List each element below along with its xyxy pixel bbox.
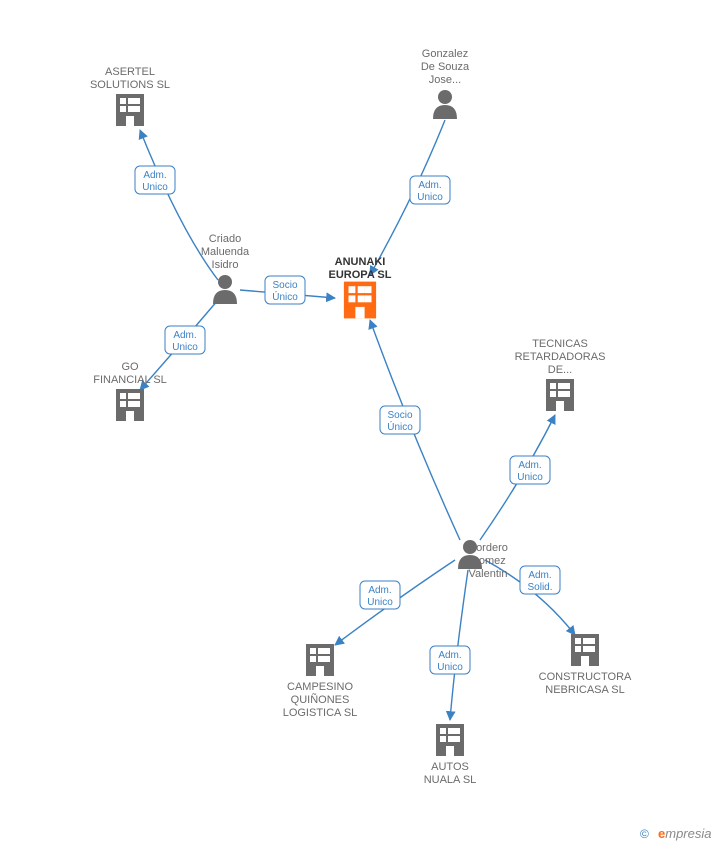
edge-label-text: Socio xyxy=(272,280,297,291)
edge-label: Adm.Unico xyxy=(510,456,550,484)
node-label: DE... xyxy=(548,364,572,376)
node-asertel[interactable]: ASERTELSOLUTIONS SL xyxy=(90,66,170,126)
node-label: Jose... xyxy=(429,74,461,86)
building-icon xyxy=(344,282,376,319)
node-label: RETARDADORAS xyxy=(515,351,606,363)
node-label: FINANCIAL SL xyxy=(93,374,167,386)
edge-label: Adm.Solid. xyxy=(520,566,560,594)
edge-label-text: Único xyxy=(387,420,413,433)
node-label: GO xyxy=(121,361,139,373)
node-label: Gonzalez xyxy=(422,48,468,60)
edge-label: Adm.Unico xyxy=(430,646,470,674)
node-gonzalez[interactable]: GonzalezDe SouzaJose... xyxy=(421,48,470,119)
edge-label-text: Adm. xyxy=(438,650,461,661)
node-label: EUROPA SL xyxy=(329,269,392,281)
edge-label-text: Adm. xyxy=(368,585,391,596)
brand-logo: empresia xyxy=(658,826,711,841)
node-label: QUIÑONES xyxy=(291,693,350,706)
node-autos[interactable]: AUTOSNUALA SL xyxy=(424,724,477,786)
node-label: SOLUTIONS SL xyxy=(90,79,170,91)
building-icon xyxy=(436,724,464,756)
node-label: Isidro xyxy=(212,259,239,271)
edge-cordero-autos xyxy=(450,570,468,720)
node-label: Maluenda xyxy=(201,246,250,258)
edge-label-text: Unico xyxy=(142,182,168,193)
node-label: AUTOS xyxy=(431,761,469,773)
node-label: TECNICAS xyxy=(532,338,588,350)
node-gofin[interactable]: GOFINANCIAL SL xyxy=(93,361,167,421)
building-icon xyxy=(571,634,599,666)
edge-label: Adm.Unico xyxy=(135,166,175,194)
edge-label-text: Adm. xyxy=(143,170,166,181)
edge-label-text: Adm. xyxy=(418,180,441,191)
node-label: CONSTRUCTORA xyxy=(539,671,632,683)
edge-label: SocioÚnico xyxy=(380,406,420,434)
edge-label-text: Unico xyxy=(517,472,543,483)
edge-label-text: Unico xyxy=(417,192,443,203)
person-icon xyxy=(213,275,237,304)
node-label: LOGISTICA SL xyxy=(283,707,358,719)
node-label: De Souza xyxy=(421,61,470,73)
node-label: NEBRICASA SL xyxy=(545,684,624,696)
edge-label-text: Adm. xyxy=(528,570,551,581)
edge-label: Adm.Unico xyxy=(360,581,400,609)
copyright-symbol: © xyxy=(640,827,649,841)
node-center[interactable]: ANUNAKIEUROPA SL xyxy=(329,256,392,318)
edge-label: Adm.Unico xyxy=(410,176,450,204)
edge-label-text: Socio xyxy=(387,410,412,421)
node-tecnicas[interactable]: TECNICASRETARDADORASDE... xyxy=(515,338,606,411)
building-icon xyxy=(116,389,144,421)
edge-label-text: Único xyxy=(272,290,298,303)
edge-label-text: Unico xyxy=(367,597,393,608)
building-icon xyxy=(116,94,144,126)
edge-label-text: Unico xyxy=(172,342,198,353)
network-diagram: Adm.UnicoSocioÚnicoAdm.UnicoAdm.UnicoSoc… xyxy=(0,0,728,850)
edge-label-text: Unico xyxy=(437,662,463,673)
node-label: ASERTEL xyxy=(105,66,155,78)
edge-label: Adm.Unico xyxy=(165,326,205,354)
building-icon xyxy=(546,379,574,411)
node-label: ANUNAKI xyxy=(335,256,386,268)
edge-label-text: Adm. xyxy=(518,460,541,471)
node-cordero[interactable]: CorderoGomezValentin xyxy=(458,540,508,580)
edge-label-text: Adm. xyxy=(173,330,196,341)
node-constructora[interactable]: CONSTRUCTORANEBRICASA SL xyxy=(539,634,632,696)
node-label: Valentin xyxy=(469,568,508,580)
node-campesino[interactable]: CAMPESINOQUIÑONESLOGISTICA SL xyxy=(283,644,358,719)
building-icon xyxy=(306,644,334,676)
node-label: Cordero xyxy=(468,542,508,554)
edge-label: SocioÚnico xyxy=(265,276,305,304)
node-label: CAMPESINO xyxy=(287,681,353,693)
node-label: NUALA SL xyxy=(424,774,477,786)
node-label: Gomez xyxy=(470,555,505,567)
footer: © empresia xyxy=(640,826,711,841)
node-criado[interactable]: CriadoMaluendaIsidro xyxy=(201,233,250,304)
person-icon xyxy=(433,90,457,119)
edge-label-text: Solid. xyxy=(527,582,552,593)
node-label: Criado xyxy=(209,233,241,245)
